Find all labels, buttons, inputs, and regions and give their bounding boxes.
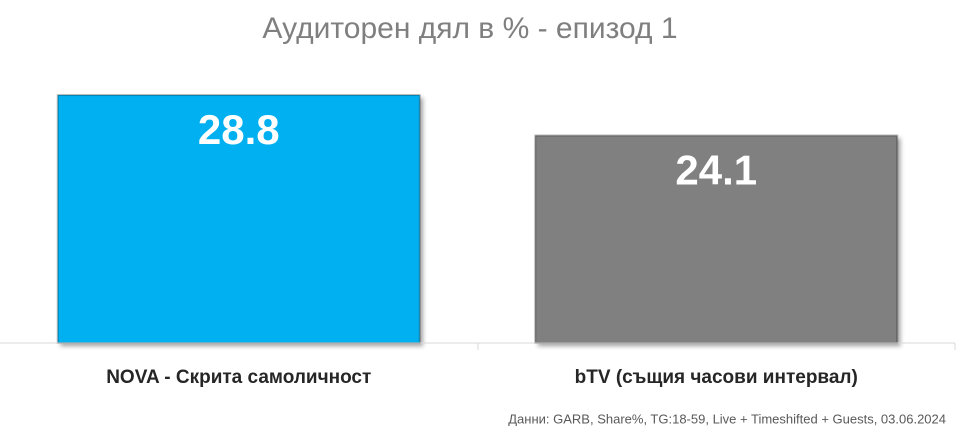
bar	[534, 134, 899, 344]
x-tick-label: bTV (същия часови интервал)	[575, 367, 858, 388]
x-tick-label: NOVA - Скрита самоличност	[106, 367, 371, 388]
plot-area: 28.8 24.1	[56, 94, 899, 344]
bar	[56, 94, 421, 344]
value-label: 24.1	[675, 147, 757, 194]
chart-title: Аудиторен дял в % - епизод 1	[262, 12, 677, 45]
source-note: Данни: GARB, Share%, TG:18-59, Live + Ti…	[508, 411, 946, 426]
value-label: 28.8	[198, 106, 280, 153]
